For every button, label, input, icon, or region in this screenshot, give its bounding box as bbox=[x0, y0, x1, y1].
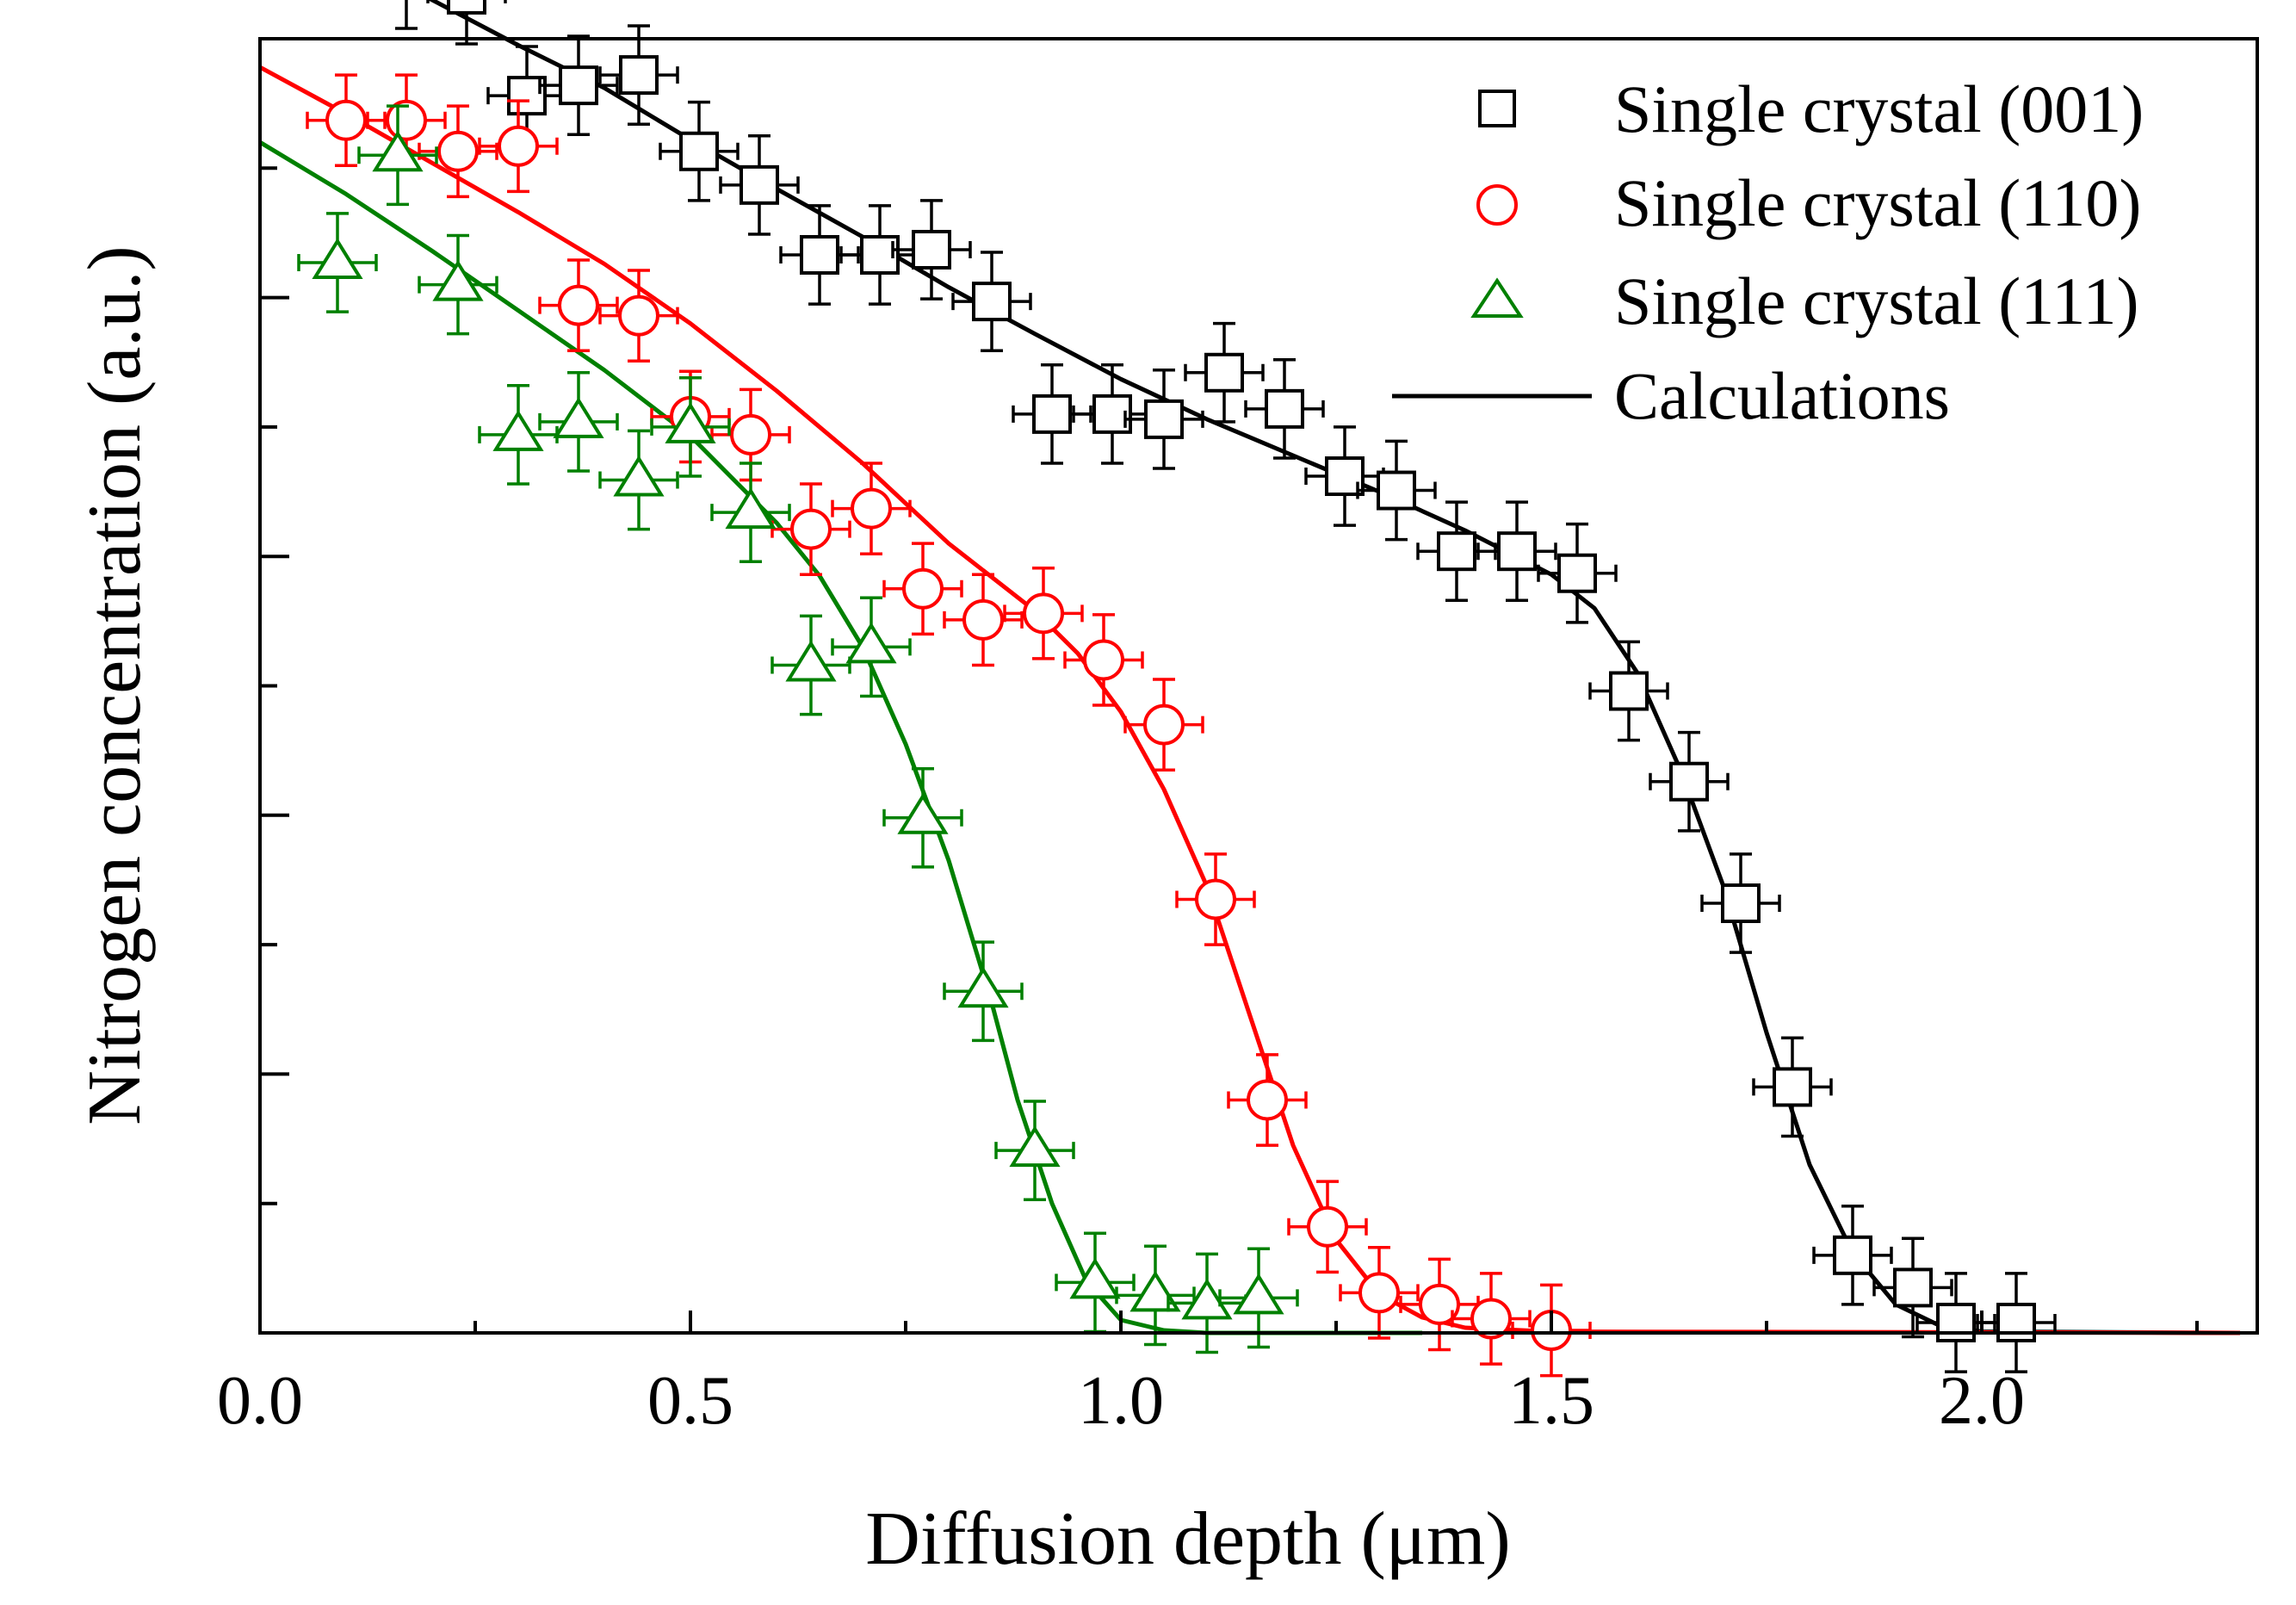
data-point-circle bbox=[325, 99, 367, 141]
data-point-triangle bbox=[725, 487, 777, 530]
data-point-triangle bbox=[785, 640, 837, 682]
data-point-square bbox=[1557, 553, 1597, 593]
data-point-square bbox=[800, 235, 839, 276]
data-point-circle bbox=[1358, 1272, 1400, 1314]
x-axis-label: Diffusion depth (μm) bbox=[865, 1497, 1510, 1581]
data-point-square bbox=[619, 55, 659, 96]
data-point-circle bbox=[790, 508, 832, 550]
data-point-square bbox=[1669, 761, 1709, 802]
data-point-square bbox=[1773, 1067, 1812, 1107]
data-point-triangle bbox=[613, 455, 665, 497]
data-point-circle bbox=[558, 284, 599, 326]
data-point-triangle bbox=[1129, 1270, 1181, 1312]
data-point-square bbox=[912, 229, 951, 270]
data-point-square bbox=[1893, 1267, 1933, 1308]
data-point-triangle bbox=[1069, 1257, 1121, 1299]
data-point-circle bbox=[498, 125, 539, 167]
data-point-circle bbox=[1470, 1298, 1512, 1340]
series-triangle bbox=[297, 104, 1299, 1354]
data-point-triangle bbox=[1009, 1125, 1061, 1168]
x-tick-label: 0.0 bbox=[217, 1363, 303, 1439]
data-point-circle bbox=[1419, 1283, 1460, 1325]
data-point-square bbox=[1032, 394, 1072, 434]
data-point-circle bbox=[618, 294, 659, 337]
data-point-triangle bbox=[1233, 1273, 1284, 1315]
data-point-triangle bbox=[372, 130, 424, 172]
data-point-circle bbox=[902, 567, 944, 610]
data-point-square bbox=[1833, 1235, 1872, 1275]
data-point-triangle bbox=[492, 410, 544, 451]
legend: Single crystal (001) Single crystal (110… bbox=[1392, 71, 2144, 433]
data-point-square bbox=[1721, 883, 1761, 924]
data-point-square bbox=[679, 131, 719, 171]
data-point-square bbox=[1996, 1302, 2036, 1342]
x-tick-label: 0.5 bbox=[647, 1363, 733, 1439]
plot-layer bbox=[258, 0, 2241, 1378]
data-point-circle bbox=[851, 487, 892, 530]
data-point-triangle bbox=[665, 402, 716, 443]
data-point-triangle bbox=[1181, 1278, 1233, 1320]
data-point-square bbox=[447, 0, 486, 15]
x-tick-label: 1.5 bbox=[1508, 1363, 1594, 1439]
data-point-square bbox=[972, 282, 1012, 322]
series-square bbox=[395, 0, 2057, 1373]
y-axis-label: Nitrogen concentration (a.u.) bbox=[73, 245, 157, 1125]
data-point-circle bbox=[1247, 1079, 1288, 1121]
x-tick-label: 2.0 bbox=[1939, 1363, 2025, 1439]
data-point-square bbox=[1497, 531, 1537, 572]
data-point-square bbox=[1609, 671, 1649, 711]
legend-label-calculations: Calculations bbox=[1614, 358, 1950, 433]
data-point-square bbox=[1936, 1302, 1976, 1342]
data-point-square bbox=[740, 164, 779, 205]
data-point-triangle bbox=[897, 793, 949, 834]
data-point-square bbox=[1377, 470, 1416, 511]
data-point-circle bbox=[962, 598, 1004, 641]
data-point-circle bbox=[1143, 703, 1185, 746]
data-point-triangle bbox=[553, 397, 604, 438]
legend-marker-triangle bbox=[1470, 277, 1524, 318]
data-point-circle bbox=[1195, 878, 1236, 920]
data-point-triangle bbox=[432, 259, 484, 301]
data-point-triangle bbox=[312, 238, 363, 280]
data-point-circle bbox=[1307, 1205, 1348, 1248]
data-point-triangle bbox=[957, 966, 1009, 1008]
data-point-triangle bbox=[845, 622, 897, 664]
data-point-square bbox=[559, 65, 598, 106]
data-point-circle bbox=[437, 130, 479, 172]
data-point-square bbox=[1144, 399, 1184, 439]
series-circle bbox=[306, 73, 1592, 1378]
legend-marker-circle bbox=[1476, 184, 1518, 226]
data-point-square bbox=[1204, 352, 1244, 393]
data-point-circle bbox=[730, 413, 771, 455]
legend-label-001: Single crystal (001) bbox=[1614, 71, 2144, 146]
data-point-square bbox=[1437, 531, 1476, 572]
axis-ticks: 0.0 0.5 1.0 1.5 2.0 bbox=[217, 37, 2199, 1439]
data-point-circle bbox=[1023, 592, 1064, 635]
legend-label-110: Single crystal (110) bbox=[1614, 165, 2141, 240]
legend-label-111: Single crystal (111) bbox=[1614, 263, 2138, 338]
data-point-circle bbox=[1083, 639, 1124, 681]
legend-marker-square bbox=[1478, 90, 1516, 127]
x-tick-label: 1.0 bbox=[1078, 1363, 1164, 1439]
data-point-square bbox=[1265, 388, 1304, 429]
